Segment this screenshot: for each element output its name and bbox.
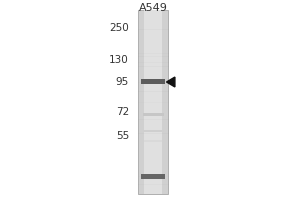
FancyBboxPatch shape: [141, 173, 165, 178]
Text: 55: 55: [116, 131, 129, 141]
FancyBboxPatch shape: [138, 10, 168, 194]
FancyBboxPatch shape: [142, 130, 164, 132]
FancyBboxPatch shape: [141, 79, 165, 84]
Text: 72: 72: [116, 107, 129, 117]
Text: 130: 130: [109, 55, 129, 65]
Text: A549: A549: [139, 3, 167, 13]
Text: 95: 95: [116, 77, 129, 87]
Polygon shape: [167, 77, 175, 87]
FancyBboxPatch shape: [142, 113, 164, 116]
FancyBboxPatch shape: [144, 10, 162, 194]
FancyBboxPatch shape: [144, 140, 162, 142]
Text: 250: 250: [109, 23, 129, 33]
